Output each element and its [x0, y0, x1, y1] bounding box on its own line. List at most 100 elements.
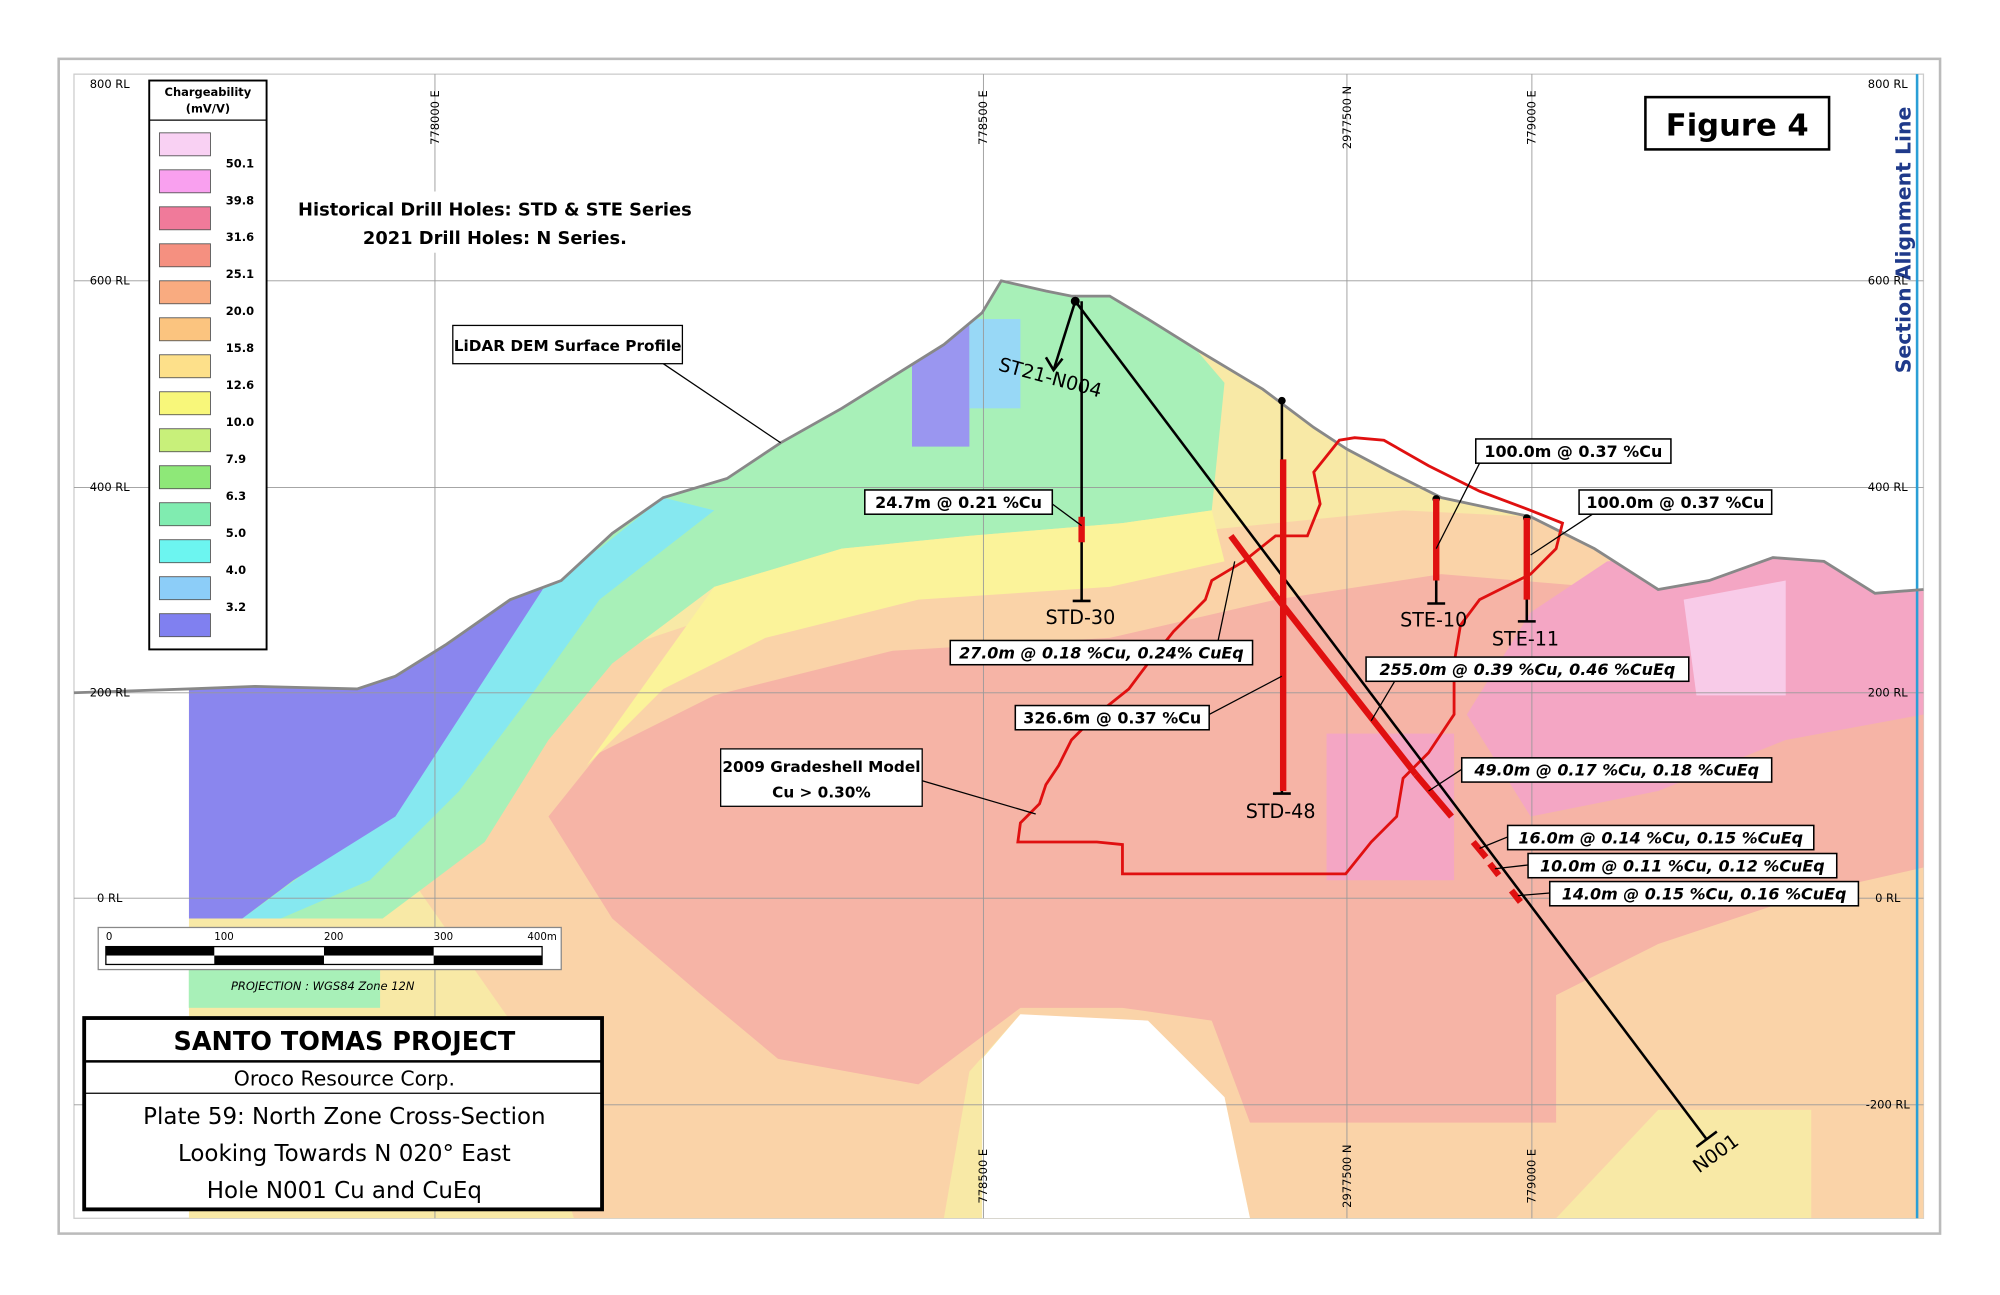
- rl-label: 0 RL: [1875, 891, 1901, 905]
- section-alignment-label: Section Alignment Line: [1892, 107, 1916, 374]
- grid-label: 779000 E: [1525, 90, 1539, 145]
- intercept-box: [949, 639, 1254, 666]
- gradeshell-label: Cu > 0.30%: [772, 783, 871, 801]
- legend-label: 7.9: [226, 452, 246, 466]
- hole-label: STE-10: [1400, 608, 1467, 631]
- intercept-label: 326.6m @ 0.37 %Cu: [1023, 708, 1201, 727]
- legend-label: 39.8: [226, 193, 254, 207]
- intervals: [1078, 459, 1530, 904]
- gradeshell-label: 2009 Gradeshell Model: [722, 758, 920, 776]
- figure-label-box: [1644, 95, 1831, 151]
- interval: [1273, 593, 1419, 777]
- legend-swatch: [158, 428, 211, 453]
- intercept-label: 255.0m @ 0.39 %Cu, 0.46 %CuEq: [1380, 660, 1676, 679]
- legend-swatch: [158, 613, 211, 638]
- interval: [1508, 888, 1523, 904]
- legend-title: Chargeability: [165, 85, 252, 99]
- hole-label: STD-48: [1246, 800, 1316, 823]
- zone-blue: [969, 319, 1021, 409]
- intercept-box: [1365, 656, 1690, 683]
- leader: [1428, 768, 1463, 792]
- hole-trace: [1074, 300, 1708, 1140]
- note: Historical Drill Holes: STD & STE Series: [298, 200, 692, 221]
- intercept-box: [1506, 824, 1815, 851]
- intercept-label: 100.0m @ 0.37 %Cu: [1484, 442, 1662, 461]
- chargeability-model: [188, 280, 1924, 1219]
- intercept-label: 27.0m @ 0.18 %Cu, 0.24% CuEq: [959, 643, 1244, 662]
- title-block: [82, 1016, 604, 1212]
- scale-seg: [214, 955, 324, 965]
- plate-line: Looking Towards N 020° East: [178, 1141, 511, 1167]
- legend-swatch: [158, 206, 211, 231]
- no-data: [982, 1014, 1250, 1219]
- leader: [1208, 675, 1283, 716]
- intercept-box: [1548, 880, 1860, 907]
- figure-label: Figure 4: [1666, 108, 1809, 143]
- note: 2021 Drill Holes: N Series.: [363, 228, 627, 249]
- surface-profile: [73, 279, 1924, 695]
- scale-label: 400m: [527, 932, 556, 943]
- interval: [1228, 533, 1279, 598]
- legend-title: (mV/V): [186, 101, 230, 115]
- leader: [1435, 462, 1481, 549]
- intercept-box: [1527, 852, 1838, 879]
- hole-label: STD-30: [1045, 606, 1115, 629]
- intercept-box: [864, 489, 1054, 515]
- intercept-label: 10.0m @ 0.11 %Cu, 0.12 %CuEq: [1540, 856, 1825, 875]
- scale-seg: [105, 946, 215, 956]
- surface-label-box: [452, 324, 684, 365]
- legend-label: 12.6: [226, 378, 254, 392]
- leader: [1530, 512, 1595, 556]
- legend-label: 50.1: [226, 156, 254, 170]
- rl-label: 200 RL: [90, 686, 131, 700]
- hole-trace: [1052, 300, 1077, 371]
- legend-swatch: [158, 576, 211, 601]
- legend-label: 10.0: [226, 415, 254, 429]
- collar: [1070, 296, 1080, 306]
- legend-label: 20.0: [226, 304, 254, 318]
- hole-label: STE-11: [1492, 628, 1559, 651]
- scale-label: 300: [434, 932, 453, 943]
- scale-label: 100: [214, 932, 233, 943]
- zone-light-pink: [1683, 580, 1786, 696]
- legend-label: 25.1: [226, 267, 254, 281]
- legend-swatch: [158, 539, 211, 564]
- arrow-head: [1044, 356, 1064, 373]
- grid-label: 2977500 N: [1340, 86, 1354, 149]
- leader: [1217, 561, 1236, 641]
- leader: [1051, 503, 1083, 527]
- interval: [1413, 772, 1454, 819]
- scale-seg: [433, 955, 543, 965]
- zone-cyan: [242, 497, 715, 919]
- legend-swatch: [158, 354, 211, 379]
- rl-label: 400 RL: [1868, 480, 1909, 494]
- grid-label: 778000 E: [428, 90, 442, 145]
- scale-label: 0: [106, 932, 112, 943]
- leader: [1517, 892, 1550, 897]
- gradeshell-label-box: [720, 748, 923, 807]
- legend-swatch: [158, 465, 211, 490]
- note-box: [297, 191, 693, 253]
- intercept-label: 49.0m @ 0.17 %Cu, 0.18 %CuEq: [1473, 761, 1759, 780]
- interval: [1470, 839, 1489, 860]
- leader: [1370, 679, 1396, 722]
- intercept-label: 16.0m @ 0.14 %Cu, 0.15 %CuEq: [1518, 828, 1803, 847]
- legend-swatch: [158, 243, 211, 268]
- legend-label: 31.6: [226, 230, 254, 244]
- legend-swatch: [158, 280, 211, 305]
- rl-label: 600 RL: [90, 274, 131, 288]
- grid-label: 778500 E: [976, 1149, 990, 1204]
- project-title: SANTO TOMAS PROJECT: [173, 1027, 515, 1057]
- zone-yellow-band: [586, 510, 1225, 766]
- legend-swatch: [158, 502, 211, 527]
- rl-label: 800 RL: [1868, 77, 1909, 91]
- hole-end: [1695, 1130, 1718, 1148]
- leader: [662, 363, 781, 444]
- zone-purple: [188, 580, 549, 919]
- interval: [1487, 861, 1502, 878]
- intercept-box: [1460, 757, 1773, 783]
- legend-label: 3.2: [226, 600, 246, 614]
- leader: [922, 780, 1036, 815]
